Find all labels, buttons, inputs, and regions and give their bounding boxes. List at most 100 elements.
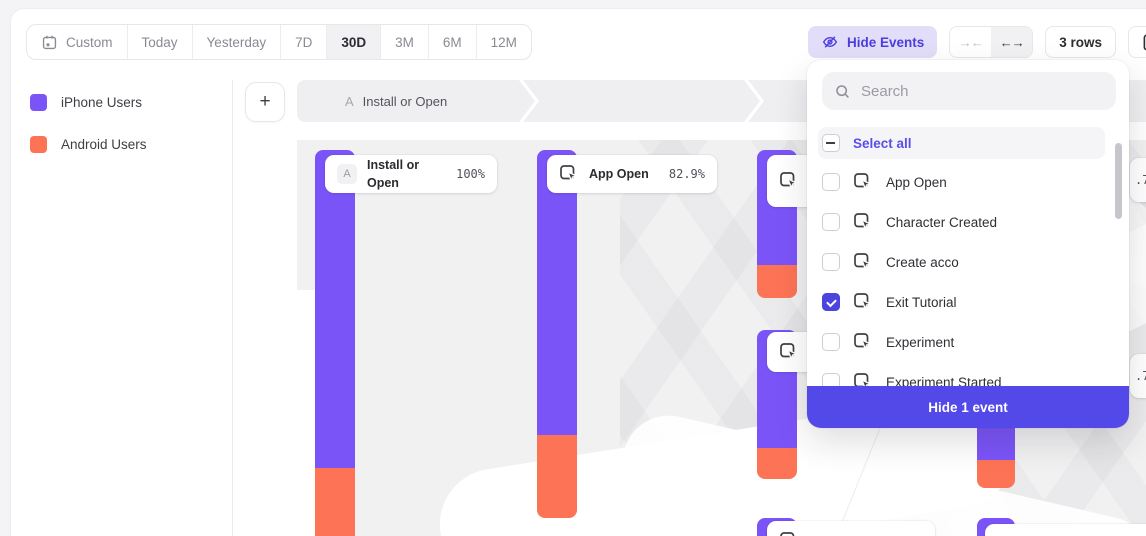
event-icon: [853, 172, 873, 192]
event-item-label: Experiment Started: [886, 374, 1002, 390]
rows-selector-button[interactable]: 3 rows: [1045, 26, 1117, 58]
step-card-edge-2[interactable]: .7%: [1130, 354, 1146, 398]
hide-events-button[interactable]: Hide Events: [808, 26, 938, 58]
step-card-install-or-open[interactable]: A Install or Open 100%: [325, 155, 497, 193]
step-card-value: .7%: [1135, 173, 1146, 187]
legend-divider: [232, 80, 233, 536]
step-card-label: App Open: [589, 166, 649, 181]
event-list: App Open Character Created Create acco E…: [807, 162, 1129, 402]
date-range-3m[interactable]: 3M: [380, 25, 428, 59]
event-item-create-acco[interactable]: Create acco: [807, 242, 1129, 282]
step-card-app-open[interactable]: App Open 82.9%: [547, 155, 717, 193]
date-range-7d[interactable]: 7D: [280, 25, 326, 59]
calendar-icon: [41, 34, 58, 51]
step-card-value: 82.9%: [668, 167, 705, 181]
event-icon: [559, 164, 579, 184]
funnel-step-banner-1[interactable]: A Install or Open: [297, 80, 535, 122]
hide-event-submit-button[interactable]: Hide 1 event: [807, 386, 1129, 428]
step-banner-label: Install or Open: [362, 93, 448, 109]
legend-item-android[interactable]: Android Users: [30, 130, 147, 158]
add-step-button[interactable]: +: [245, 82, 285, 122]
collapse-icon: →←: [958, 34, 984, 50]
bar-segment-android[interactable]: [757, 448, 797, 479]
series-legend: iPhone Users Android Users: [30, 88, 147, 172]
event-item-app-open[interactable]: App Open: [807, 162, 1129, 202]
date-range-label: Yesterday: [206, 34, 267, 50]
select-all-row[interactable]: Select all: [818, 127, 1105, 159]
bar-segment-android[interactable]: [315, 468, 355, 536]
hide-events-label: Hide Events: [847, 34, 925, 50]
step-card-value: .7%: [1135, 369, 1146, 383]
event-icon: [853, 252, 873, 272]
date-range-yesterday[interactable]: Yesterday: [191, 25, 281, 59]
step-card-clipped-3[interactable]: [767, 521, 935, 536]
date-range-label: 3M: [395, 34, 414, 50]
event-icon: [853, 292, 873, 312]
hide-event-submit-label: Hide 1 event: [928, 399, 1008, 415]
search-icon: [834, 83, 851, 100]
event-item-exit-tutorial[interactable]: Exit Tutorial: [807, 282, 1129, 322]
step-card-clipped-4[interactable]: [985, 524, 1146, 536]
event-item-label: Create acco: [886, 254, 959, 270]
chart-type-button[interactable]: U: [1128, 26, 1146, 58]
legend-item-iphone[interactable]: iPhone Users: [30, 88, 147, 116]
date-range-6m[interactable]: 6M: [427, 25, 476, 59]
event-item-experiment[interactable]: Experiment: [807, 322, 1129, 362]
step-card-label: Install or Open: [367, 157, 420, 190]
expand-icon: ←→: [999, 34, 1025, 50]
step-letter: A: [345, 93, 354, 109]
date-range-label: Custom: [66, 34, 113, 50]
expand-columns-button[interactable]: ←→: [991, 27, 1033, 57]
event-icon: [779, 342, 799, 362]
date-range-label: 7D: [295, 34, 313, 50]
checkbox[interactable]: [822, 333, 840, 351]
event-icon: [853, 212, 873, 232]
hide-events-dropdown: Select all App Open Character Created Cr…: [807, 60, 1129, 428]
step-card-edge-1[interactable]: .7%: [1130, 158, 1146, 202]
flow-ribbon: [297, 290, 317, 536]
legend-label: iPhone Users: [61, 94, 143, 110]
date-range-label: 6M: [442, 34, 462, 50]
bar-segment-android[interactable]: [757, 265, 797, 298]
checkbox[interactable]: [822, 213, 840, 231]
funnel-bar-step2: [537, 140, 577, 520]
eye-off-icon: [821, 33, 839, 51]
event-item-label: Exit Tutorial: [886, 294, 957, 310]
event-icon: [853, 332, 873, 352]
bar-segment-android[interactable]: [977, 460, 1015, 488]
bar-segment-iphone[interactable]: [315, 150, 355, 468]
android-swatch: [30, 135, 47, 153]
select-all-checkbox[interactable]: [822, 134, 840, 152]
select-all-label: Select all: [853, 135, 912, 151]
funnel-step-banner-2[interactable]: [523, 80, 760, 122]
date-range-custom[interactable]: Custom: [27, 25, 127, 59]
checkbox-checked[interactable]: [822, 293, 840, 311]
plus-icon: +: [259, 91, 271, 112]
date-range-control: Custom Today Yesterday 7D 30D 3M 6M 12M: [26, 24, 532, 60]
date-range-12m[interactable]: 12M: [475, 25, 531, 59]
date-range-30d[interactable]: 30D: [326, 25, 381, 59]
line-chart-icon: [1142, 33, 1146, 52]
event-item-label: Experiment: [886, 334, 955, 350]
step-letter-badge: A: [337, 164, 357, 184]
collapse-columns-button[interactable]: →←: [950, 27, 992, 57]
search-input[interactable]: [861, 82, 1104, 100]
rows-label: 3 rows: [1059, 34, 1103, 50]
checkbox[interactable]: [822, 173, 840, 191]
checkbox[interactable]: [822, 253, 840, 271]
date-range-label: 30D: [341, 34, 367, 50]
event-icon: [779, 531, 799, 536]
search-box[interactable]: [822, 72, 1116, 110]
funnel-bar-step1: [315, 140, 355, 536]
date-range-today[interactable]: Today: [126, 25, 192, 59]
event-icon: [779, 171, 799, 191]
event-item-character-created[interactable]: Character Created: [807, 202, 1129, 242]
bar-segment-iphone[interactable]: [537, 150, 577, 435]
legend-label: Android Users: [61, 136, 147, 152]
bar-segment-android[interactable]: [537, 435, 577, 518]
toolbar-right: Hide Events →← ←→ 3 rows U: [808, 26, 1146, 58]
scrollbar-thumb[interactable]: [1115, 143, 1122, 219]
iphone-swatch: [30, 93, 47, 111]
width-toggle-control: →← ←→: [949, 26, 1034, 58]
